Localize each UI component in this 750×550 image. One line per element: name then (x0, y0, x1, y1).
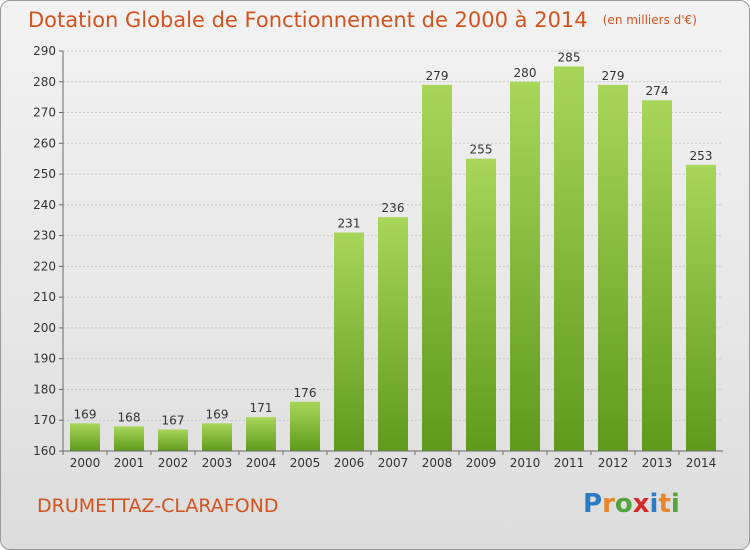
bar-2013 (642, 100, 672, 451)
y-tick-label: 260 (33, 136, 56, 150)
bar-2005 (290, 401, 320, 451)
data-label-2011: 285 (558, 50, 581, 64)
data-label-2013: 274 (646, 84, 669, 98)
y-tick-label: 170 (33, 413, 56, 427)
data-labels: 169 168 167 169 171 176 231 236 279 255 280 285 279 2… (74, 50, 713, 427)
data-label-2004: 171 (250, 401, 273, 415)
x-tick-label-2005: 2005 (290, 456, 321, 470)
logo-letter: t (658, 489, 671, 519)
x-tick-label-2004: 2004 (246, 456, 277, 470)
x-tick-label-2006: 2006 (334, 456, 365, 470)
x-tick-label-2001: 2001 (114, 456, 145, 470)
gridlines (59, 50, 723, 452)
data-label-2014: 253 (690, 149, 713, 163)
bar-2007 (378, 217, 408, 451)
bar-2012 (598, 84, 628, 451)
y-tick-label: 240 (33, 198, 56, 212)
data-label-2001: 168 (118, 410, 141, 424)
data-label-2012: 279 (602, 69, 625, 83)
proxiti-logo: Proxiti (583, 489, 680, 519)
bars (70, 66, 716, 452)
x-tick-labels: 2000 2001 2002 2003 2004 2005 2006 2007 2008 2009… (62, 451, 717, 470)
x-tick-label-2014: 2014 (686, 456, 717, 470)
y-tick-label: 190 (33, 352, 56, 366)
y-tick-label: 160 (33, 444, 56, 458)
bar-2014 (686, 164, 716, 451)
bar-2003 (202, 423, 232, 451)
bar-chart: 160 170 180 190 200 210 220 230 240 250 260 270 280 2… (33, 44, 723, 470)
bar-2006 (334, 232, 364, 451)
data-label-2000: 169 (74, 407, 97, 421)
logo-letter: o (614, 489, 633, 519)
logo-letter: x (632, 489, 650, 519)
x-tick-label-2003: 2003 (202, 456, 233, 470)
data-label-2006: 231 (338, 217, 361, 231)
x-tick-label-2007: 2007 (378, 456, 409, 470)
axes (62, 51, 723, 452)
bar-2011 (554, 66, 584, 451)
y-tick-label: 270 (33, 106, 56, 120)
logo-letter: r (602, 489, 615, 519)
logo-letter: i (649, 489, 659, 519)
bar-2009 (466, 158, 496, 451)
x-tick-label-2011: 2011 (554, 456, 585, 470)
x-tick-label-2008: 2008 (422, 456, 453, 470)
y-tick-label: 220 (33, 259, 56, 273)
y-tick-label: 180 (33, 382, 56, 396)
x-tick-label-2002: 2002 (158, 456, 189, 470)
data-label-2002: 167 (162, 413, 185, 427)
bar-2004 (246, 417, 276, 451)
chart-title-block: Dotation Globale de Fonctionnement de 20… (28, 8, 697, 32)
data-label-2007: 236 (382, 201, 405, 215)
x-tick-label-2012: 2012 (598, 456, 629, 470)
x-tick-label-2013: 2013 (642, 456, 673, 470)
x-tick-label-2010: 2010 (510, 456, 541, 470)
x-tick-label-2009: 2009 (466, 456, 497, 470)
bar-2002 (158, 429, 188, 451)
data-label-2009: 255 (470, 143, 493, 157)
y-tick-label: 250 (33, 167, 56, 181)
bar-2008 (422, 84, 452, 451)
data-label-2008: 279 (426, 69, 449, 83)
bar-2010 (510, 81, 540, 452)
y-tick-label: 210 (33, 290, 56, 304)
logo-letter: i (670, 489, 680, 519)
data-label-2005: 176 (294, 386, 317, 400)
chart-title: Dotation Globale de Fonctionnement de 20… (28, 8, 588, 32)
y-tick-label: 290 (33, 44, 56, 58)
bar-2001 (114, 426, 144, 451)
y-tick-label: 230 (33, 229, 56, 243)
chart-unit: (en milliers d'€) (602, 13, 697, 27)
commune-name: DRUMETTAZ-CLARAFOND (37, 495, 279, 517)
data-label-2010: 280 (514, 66, 537, 80)
y-tick-labels: 160 170 180 190 200 210 220 230 240 250 260 270 280 2… (33, 44, 56, 458)
logo-letter: P (583, 489, 603, 519)
x-tick-label-2000: 2000 (70, 456, 101, 470)
y-tick-label: 200 (33, 321, 56, 335)
y-tick-label: 280 (33, 75, 56, 89)
bar-2000 (70, 423, 100, 451)
data-label-2003: 169 (206, 407, 229, 421)
